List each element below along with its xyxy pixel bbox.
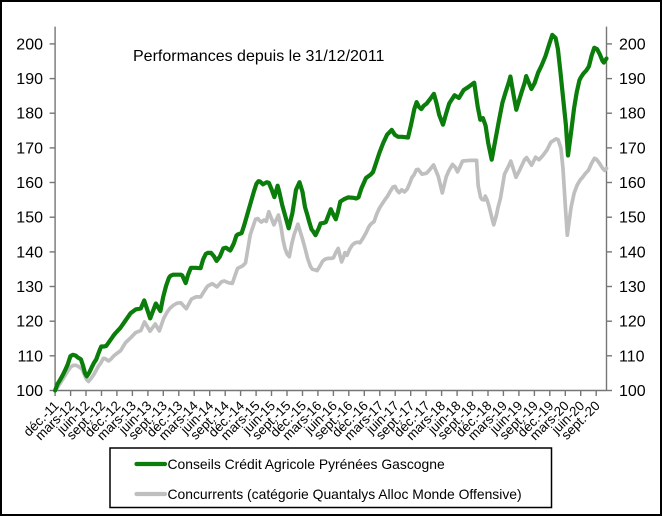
svg-text:200: 200 [619, 36, 646, 53]
svg-text:180: 180 [16, 106, 43, 123]
svg-text:Conseils Crédit Agricole Pyrén: Conseils Crédit Agricole Pyrénées Gascog… [168, 456, 445, 472]
svg-text:180: 180 [619, 106, 646, 123]
svg-text:Performances depuis le 31/12/2: Performances depuis le 31/12/2011 [133, 48, 385, 65]
svg-text:150: 150 [619, 210, 646, 227]
svg-text:150: 150 [16, 210, 43, 227]
svg-text:190: 190 [619, 71, 646, 88]
svg-text:Concurrents (catégorie Quantal: Concurrents (catégorie Quantalys Alloc M… [168, 486, 522, 502]
svg-text:120: 120 [619, 314, 646, 331]
svg-text:200: 200 [16, 36, 43, 53]
svg-text:130: 130 [16, 279, 43, 296]
svg-text:110: 110 [17, 348, 43, 365]
svg-text:170: 170 [619, 140, 646, 157]
svg-text:190: 190 [16, 71, 43, 88]
svg-text:120: 120 [16, 314, 43, 331]
svg-text:130: 130 [619, 279, 646, 296]
svg-text:140: 140 [619, 244, 646, 261]
svg-text:100: 100 [16, 383, 43, 400]
svg-text:100: 100 [619, 383, 646, 400]
svg-text:160: 160 [619, 175, 646, 192]
svg-text:110: 110 [619, 348, 645, 365]
svg-text:140: 140 [16, 244, 43, 261]
svg-text:160: 160 [16, 175, 43, 192]
svg-text:170: 170 [16, 140, 43, 157]
